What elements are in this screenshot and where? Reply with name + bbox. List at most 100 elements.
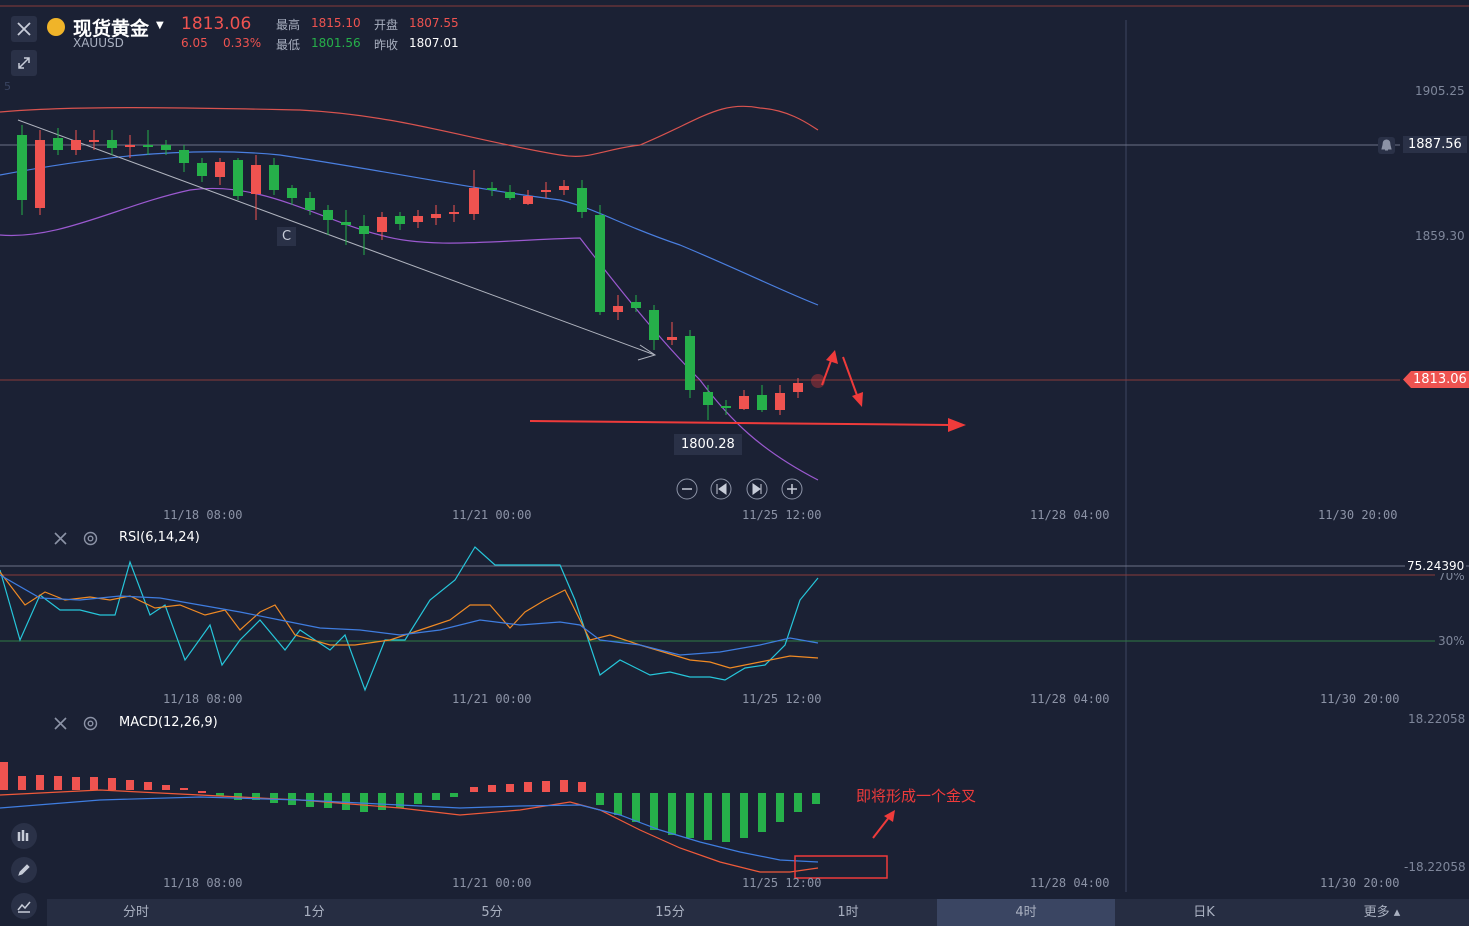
scroll-start-button[interactable] (710, 478, 732, 500)
shrink-button[interactable] (11, 50, 37, 76)
candle-body (577, 188, 587, 212)
macd-bar (72, 777, 80, 790)
candle-body (161, 145, 171, 150)
macd-bar (506, 784, 514, 792)
trend-line (17, 119, 656, 356)
macd-bar (432, 793, 440, 800)
close-icon (54, 532, 67, 545)
candle-body (613, 306, 623, 312)
timeframe-7[interactable]: 日K (1193, 905, 1215, 920)
candle-body (431, 214, 441, 218)
candle-body (215, 162, 225, 177)
golden-cross-box (794, 855, 888, 879)
price-change: 6.05 (181, 36, 208, 50)
high-label: 最高 (276, 18, 301, 32)
macd-bar (360, 793, 368, 812)
candle-body (739, 396, 749, 409)
time-axis-label: 11/18 08:00 (163, 508, 243, 522)
macd-bar (18, 776, 26, 790)
macd-bar (396, 793, 404, 808)
time-axis-label: 11/28 04:00 (1030, 508, 1110, 522)
open-label: 开盘 (374, 18, 399, 32)
close-macd-button[interactable] (53, 716, 68, 735)
wave-marker-partial: 5 (4, 80, 11, 93)
rsi-time-label: 11/28 04:00 (1030, 692, 1110, 706)
price-axis-label: 1905.25 (1415, 84, 1465, 98)
macd-bar (36, 775, 44, 790)
candle-body (685, 336, 695, 390)
golden-cross-annotation: 即将形成一个金叉 (856, 787, 977, 805)
indicator-button[interactable] (11, 823, 37, 849)
macd-bar (90, 777, 98, 790)
bollinger-lower (0, 187, 819, 481)
macd-bar (0, 762, 8, 790)
candle-body (125, 145, 135, 147)
symbol-name[interactable]: 现货黄金 (73, 18, 150, 40)
macd-bar (524, 782, 532, 792)
timeframe-6[interactable]: 4时 (937, 899, 1115, 926)
pencil-icon (18, 864, 30, 876)
close-button[interactable] (11, 16, 37, 42)
macd-bar (324, 793, 332, 808)
macd-time-label: 11/25 12:00 (742, 876, 822, 890)
timeframe-5[interactable]: 1时 (837, 905, 859, 920)
macd-bar (198, 791, 206, 793)
open-value: 1807.55 (409, 16, 459, 30)
timeframe-2[interactable]: 1分 (303, 905, 325, 920)
prev-close-value: 1807.01 (409, 36, 459, 50)
rsi-level-30: 30% (1438, 634, 1465, 648)
candle-body (359, 226, 369, 234)
macd-bar (614, 793, 622, 815)
time-axis-label: 11/30 20:00 (1318, 508, 1398, 522)
gold-symbol-icon (47, 18, 65, 36)
down-arrow-line (842, 356, 859, 399)
low-label: 最低 (276, 38, 301, 52)
candle-body (721, 406, 731, 408)
candle-body (505, 192, 515, 198)
chevron-down-icon[interactable]: ▼ (156, 20, 164, 31)
candle-body (449, 212, 459, 214)
macd-axis-top: 18.22058 (1408, 712, 1466, 726)
scroll-end-button[interactable] (746, 478, 768, 500)
down-arrow-head (852, 392, 863, 407)
candle-body (523, 196, 533, 204)
rsi-time-label: 11/25 12:00 (742, 692, 822, 706)
up-arrow-head (826, 350, 838, 364)
macd-settings-button[interactable] (83, 716, 98, 735)
zoom-in-button[interactable] (781, 478, 803, 500)
timeframe-4[interactable]: 15分 (655, 905, 685, 920)
wave-marker-c[interactable]: C (277, 227, 296, 246)
macd-bar (668, 793, 676, 835)
rsi-time-label: 11/18 08:00 (163, 692, 243, 706)
draw-tool-button[interactable] (11, 857, 37, 883)
macd-bar (632, 793, 640, 822)
macd-bar (252, 793, 260, 800)
zoom-out-button[interactable] (676, 478, 698, 500)
candle-body (413, 216, 423, 222)
gear-icon (83, 716, 98, 731)
candle-body (305, 198, 315, 210)
timeframe-1[interactable]: 分时 (122, 905, 149, 920)
time-axis-label: 11/21 00:00 (452, 508, 532, 522)
timeframe-8[interactable]: 更多 ▴ (1363, 905, 1401, 920)
macd-axis-bottom: -18.22058 (1404, 860, 1466, 874)
macd-bar (126, 780, 134, 790)
alarm-button[interactable] (1378, 137, 1395, 154)
timeframe-3[interactable]: 5分 (481, 905, 503, 920)
rsi-time-label: 11/30 20:00 (1320, 692, 1400, 706)
chart-type-button[interactable] (11, 893, 37, 919)
macd-bar (812, 793, 820, 804)
candle-body (107, 140, 117, 148)
close-rsi-button[interactable] (53, 531, 68, 550)
macd-bar (180, 788, 188, 790)
rsi-settings-button[interactable] (83, 531, 98, 550)
trend-arrow-head (637, 344, 657, 361)
macd-bar (270, 793, 278, 803)
macd-bar (488, 785, 496, 792)
line-chart-icon (17, 901, 31, 913)
macd-dea-line (0, 796, 819, 863)
macd-bar (740, 793, 748, 838)
macd-bar (108, 778, 116, 790)
